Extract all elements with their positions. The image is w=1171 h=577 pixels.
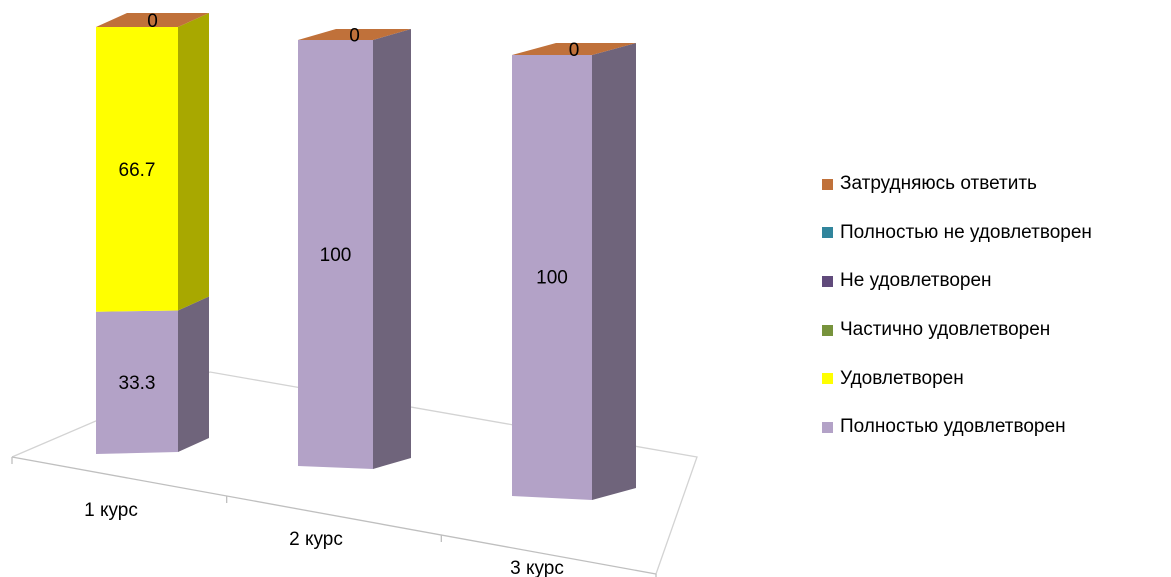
legend-swatch: [822, 227, 833, 239]
bar-side-3-полностью-удовлетворен: [592, 43, 636, 500]
legend-swatch: [822, 178, 833, 190]
legend-label: Полностью удовлетворен: [840, 416, 1066, 438]
bar-side-1-полностью-удовлетворен: [178, 296, 209, 452]
legend-label: Частично удовлетворен: [840, 319, 1051, 341]
category-axis-line: [11, 456, 657, 575]
legend-item-difficult-to-answer: Затрудняюсь ответить: [822, 160, 1167, 209]
data-label-1-0: 33.3: [119, 373, 156, 394]
bar-stack-3: [512, 43, 636, 500]
bar-top-2: [298, 29, 411, 40]
data-label-2-5: 0: [349, 26, 360, 47]
chart-labels: 1 курс 2 курс 3 курс 33.3 66.7 0 100 0 100 0: [84, 11, 579, 577]
bar-segment-2-полностью-удовлетворен: [298, 40, 373, 469]
data-label-1-1: 66.7: [119, 160, 156, 181]
data-label-2-0: 100: [320, 245, 352, 266]
legend-item-unsatisfied: Не удовлетворен: [822, 257, 1167, 306]
data-label-1-5: 0: [147, 11, 158, 32]
data-label-3-5: 0: [569, 40, 580, 61]
bar-side-2-полностью-удовлетворен: [373, 29, 411, 469]
legend-label: Полностью не удовлетворен: [840, 221, 1092, 243]
legend-item-completely-unsatisfied: Полностью не удовлетворен: [822, 209, 1167, 258]
bar-stack-2: [298, 29, 411, 469]
legend-swatch: [822, 324, 833, 336]
bar-top-3: [512, 43, 636, 55]
legend-label: Затрудняюсь ответить: [840, 173, 1037, 195]
bar-segment-1-удовлетворен: [96, 27, 178, 312]
bar-segment-1-полностью-удовлетворен: [96, 310, 178, 454]
data-label-3-0: 100: [536, 268, 568, 289]
legend-item-satisfied: Удовлетворен: [822, 354, 1167, 403]
chart-bars: [96, 13, 636, 500]
legend-item-partially-satisfied: Частично удовлетворен: [822, 306, 1167, 355]
category-label-3: 3 курс: [510, 558, 564, 577]
legend-swatch: [822, 421, 833, 433]
legend-swatch: [822, 373, 833, 385]
chart-legend: Затрудняюсь ответить Полностью не удовле…: [822, 160, 1167, 452]
legend-label: Не удовлетворен: [840, 270, 992, 292]
legend-item-fully-satisfied: Полностью удовлетворен: [822, 403, 1167, 452]
legend-swatch: [822, 275, 833, 287]
legend-label: Удовлетворен: [840, 367, 964, 389]
bar-side-1-удовлетворен: [178, 13, 209, 311]
category-label-2: 2 курс: [289, 529, 343, 550]
bar-stack-1: [96, 13, 209, 454]
bar-top-1: [96, 13, 209, 27]
bar-segment-3-полностью-удовлетворен: [512, 55, 592, 500]
category-label-1: 1 курс: [84, 500, 138, 521]
